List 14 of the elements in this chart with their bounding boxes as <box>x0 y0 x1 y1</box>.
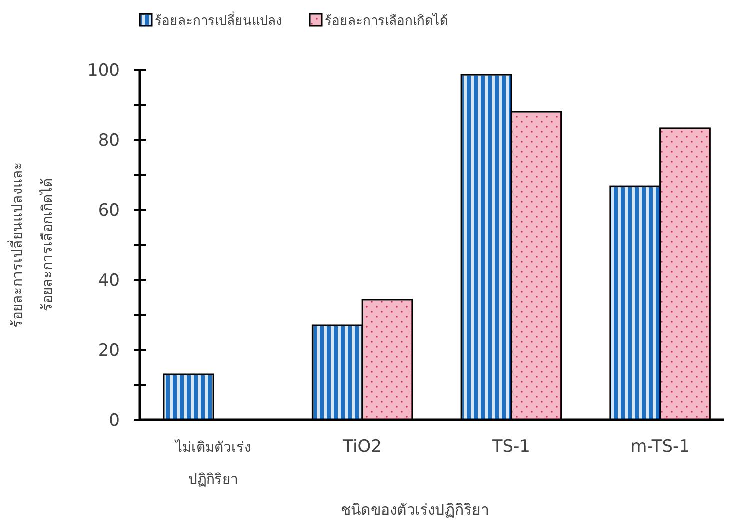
y-tick-label: 40 <box>98 270 120 291</box>
x-axis-title: ชนิดของตัวเร่งปฏิกิริยา <box>341 501 489 519</box>
y-tick-label: 100 <box>88 60 120 81</box>
y-tick-label: 0 <box>109 410 120 431</box>
y-tick-label: 20 <box>98 340 120 361</box>
legend-label: ร้อยละการเปลี่ยนแปลง <box>155 12 282 29</box>
x-tick-label: ไม่เติมตัวเร่ง ปฏิกิริยา <box>174 439 252 488</box>
legend-label: ร้อยละการเลือกเกิดได้ <box>325 13 448 29</box>
y-tick-label: 60 <box>98 200 120 221</box>
y-axis-title: ร้อยละการเปลี่ยนแปลงและ ร้อยละการเลือกเกิดได้ <box>8 162 56 328</box>
x-tick-label: m-TS-1 <box>630 437 690 457</box>
y-tick-label: 80 <box>98 130 120 151</box>
x-tick-label: TS-1 <box>491 437 531 457</box>
x-tick-label: TiO2 <box>342 437 382 457</box>
